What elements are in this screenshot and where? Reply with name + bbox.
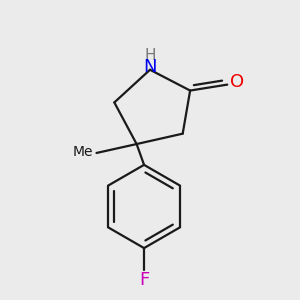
Text: N: N: [143, 58, 157, 76]
Text: O: O: [230, 73, 244, 91]
Text: Me: Me: [72, 146, 93, 159]
Text: H: H: [144, 48, 156, 63]
Text: F: F: [139, 271, 149, 289]
